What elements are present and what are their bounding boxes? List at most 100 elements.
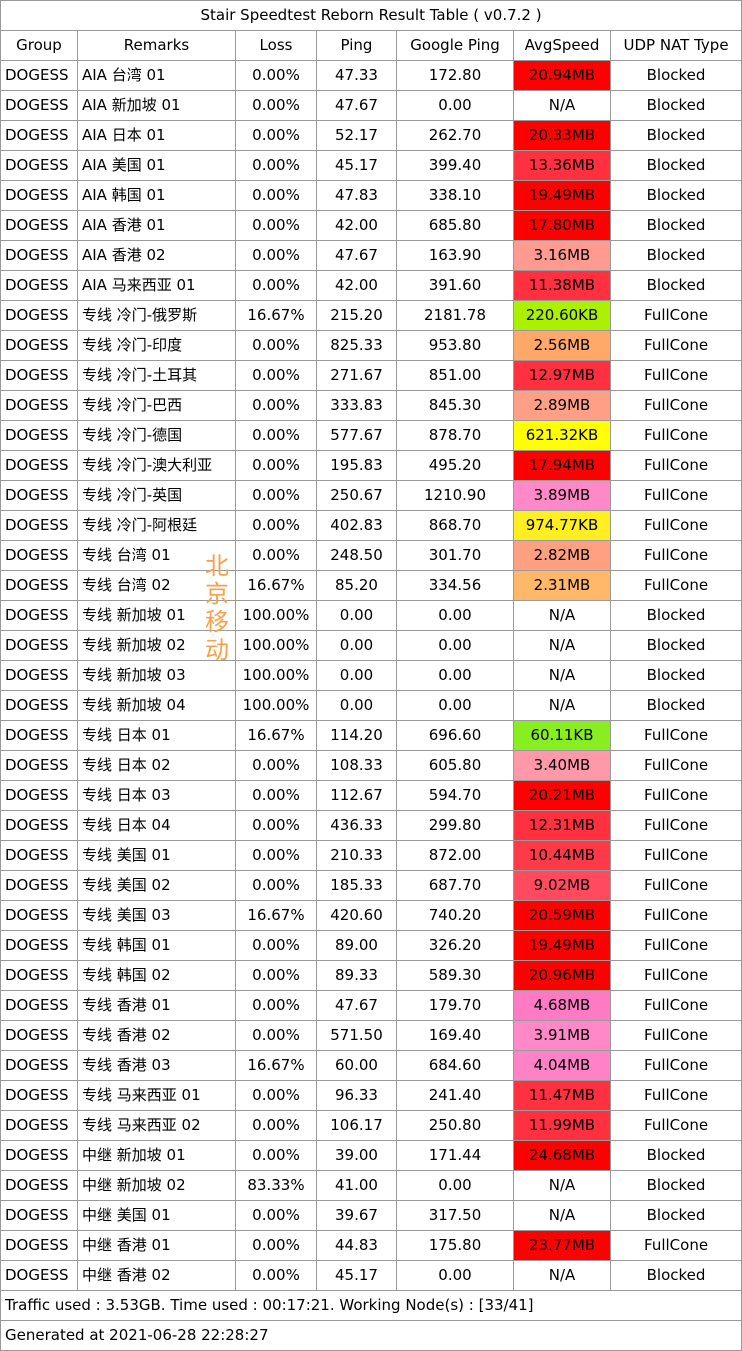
cell-avg-speed: 3.40MB [513, 750, 611, 781]
table-row: DOGESS 专线 日本 02 0.00% 108.33 605.80 3.40MB Ful… [0, 750, 742, 781]
cell-loss: 16.67% [235, 1050, 317, 1081]
cell-loss: 0.00% [235, 540, 317, 571]
cell-google-ping: 868.70 [396, 510, 514, 541]
cell-loss: 0.00% [235, 120, 317, 151]
watermark-char: 京 [205, 580, 229, 608]
generated-timestamp: Generated at 2021-06-28 22:28:27 [0, 1320, 742, 1351]
cell-avg-speed: 20.33MB [513, 120, 611, 151]
cell-loss: 0.00% [235, 330, 317, 361]
cell-remarks: 专线 冷门-巴西 [77, 390, 236, 421]
cell-group: DOGESS [0, 240, 78, 271]
cell-group: DOGESS [0, 90, 78, 121]
cell-google-ping: 0.00 [396, 660, 514, 691]
table-row: DOGESS 专线 日本 01 16.67% 114.20 696.60 60.11KB F… [0, 720, 742, 751]
cell-loss: 0.00% [235, 750, 317, 781]
table-row: DOGESS 专线 韩国 01 0.00% 89.00 326.20 19.49MB Ful… [0, 930, 742, 961]
cell-ping: 195.83 [316, 450, 397, 481]
cell-loss: 0.00% [235, 210, 317, 241]
cell-ping: 60.00 [316, 1050, 397, 1081]
watermark-char: 北 [205, 552, 229, 580]
cell-udp-nat-type: Blocked [609, 660, 742, 691]
cell-google-ping: 594.70 [396, 780, 514, 811]
cell-google-ping: 0.00 [396, 1170, 514, 1201]
cell-remarks: 专线 韩国 01 [77, 930, 236, 961]
cell-avg-speed: 220.60KB [513, 300, 611, 331]
cell-group: DOGESS [0, 1050, 78, 1081]
cell-group: DOGESS [0, 1230, 78, 1261]
cell-ping: 41.00 [316, 1170, 397, 1201]
cell-google-ping: 495.20 [396, 450, 514, 481]
cell-loss: 16.67% [235, 900, 317, 931]
cell-ping: 96.33 [316, 1080, 397, 1111]
cell-group: DOGESS [0, 630, 78, 661]
cell-udp-nat-type: Blocked [609, 210, 742, 241]
cell-avg-speed: 3.91MB [513, 1020, 611, 1051]
cell-remarks: AIA 台湾 01 [77, 60, 236, 91]
cell-ping: 210.33 [316, 840, 397, 871]
cell-loss: 0.00% [235, 480, 317, 511]
cell-ping: 0.00 [316, 600, 397, 631]
cell-udp-nat-type: FullCone [609, 840, 742, 871]
watermark-char: 动 [205, 636, 229, 664]
table-row: DOGESS 专线 新加坡 03 100.00% 0.00 0.00 N/A Blocked [0, 660, 742, 691]
cell-remarks: 专线 冷门-阿根廷 [77, 510, 236, 541]
cell-avg-speed: 17.94MB [513, 450, 611, 481]
cell-google-ping: 878.70 [396, 420, 514, 451]
cell-loss: 100.00% [235, 630, 317, 661]
cell-avg-speed: N/A [513, 630, 611, 661]
cell-remarks: 专线 日本 03 [77, 780, 236, 811]
cell-ping: 89.00 [316, 930, 397, 961]
cell-google-ping: 684.60 [396, 1050, 514, 1081]
cell-loss: 100.00% [235, 690, 317, 721]
cell-loss: 0.00% [235, 90, 317, 121]
cell-remarks: 专线 冷门-澳大利亚 [77, 450, 236, 481]
cell-udp-nat-type: FullCone [609, 1230, 742, 1261]
table-row: DOGESS 中继 美国 01 0.00% 39.67 317.50 N/A Blocked [0, 1200, 742, 1231]
table-row: DOGESS 专线 台湾 02 16.67% 85.20 334.56 2.31MB Ful… [0, 570, 742, 601]
cell-udp-nat-type: Blocked [609, 690, 742, 721]
cell-udp-nat-type: Blocked [609, 240, 742, 271]
cell-remarks: AIA 马来西亚 01 [77, 270, 236, 301]
cell-avg-speed: 20.21MB [513, 780, 611, 811]
cell-ping: 85.20 [316, 570, 397, 601]
cell-ping: 0.00 [316, 630, 397, 661]
table-row: DOGESS AIA 台湾 01 0.00% 47.33 172.80 20.94MB Bl… [0, 60, 742, 91]
cell-remarks: 专线 冷门-印度 [77, 330, 236, 361]
cell-group: DOGESS [0, 180, 78, 211]
cell-google-ping: 241.40 [396, 1080, 514, 1111]
cell-udp-nat-type: FullCone [609, 990, 742, 1021]
cell-ping: 248.50 [316, 540, 397, 571]
table-row: DOGESS 专线 冷门-印度 0.00% 825.33 953.80 2.56MB Ful… [0, 330, 742, 361]
cell-avg-speed: N/A [513, 660, 611, 691]
table-row: DOGESS 专线 日本 04 0.00% 436.33 299.80 12.31MB Fu… [0, 810, 742, 841]
cell-remarks: 专线 冷门-俄罗斯 [77, 300, 236, 331]
col-header-remarks: Remarks [77, 30, 236, 61]
cell-avg-speed: N/A [513, 1170, 611, 1201]
cell-ping: 47.67 [316, 240, 397, 271]
cell-ping: 106.17 [316, 1110, 397, 1141]
cell-ping: 47.67 [316, 990, 397, 1021]
cell-loss: 16.67% [235, 300, 317, 331]
table-row: DOGESS 中继 香港 02 0.00% 45.17 0.00 N/A Blocked [0, 1260, 742, 1291]
cell-udp-nat-type: FullCone [609, 510, 742, 541]
cell-udp-nat-type: FullCone [609, 900, 742, 931]
cell-remarks: 专线 冷门-德国 [77, 420, 236, 451]
cell-group: DOGESS [0, 900, 78, 931]
table-row: DOGESS 专线 香港 02 0.00% 571.50 169.40 3.91MB Ful… [0, 1020, 742, 1051]
cell-group: DOGESS [0, 1260, 78, 1291]
cell-remarks: 专线 台湾 02 [77, 570, 236, 601]
cell-group: DOGESS [0, 480, 78, 511]
cell-group: DOGESS [0, 360, 78, 391]
cell-remarks: 专线 新加坡 04 [77, 690, 236, 721]
col-header-avg-speed: AvgSpeed [513, 30, 611, 61]
cell-google-ping: 326.20 [396, 930, 514, 961]
table-row: DOGESS 专线 冷门-土耳其 0.00% 271.67 851.00 12.97MB F… [0, 360, 742, 391]
cell-avg-speed: N/A [513, 1200, 611, 1231]
cell-google-ping: 0.00 [396, 90, 514, 121]
table-row: DOGESS 专线 日本 03 0.00% 112.67 594.70 20.21MB Fu… [0, 780, 742, 811]
cell-ping: 42.00 [316, 270, 397, 301]
cell-udp-nat-type: FullCone [609, 420, 742, 451]
cell-remarks: 专线 冷门-土耳其 [77, 360, 236, 391]
cell-avg-speed: 19.49MB [513, 180, 611, 211]
cell-avg-speed: 10.44MB [513, 840, 611, 871]
